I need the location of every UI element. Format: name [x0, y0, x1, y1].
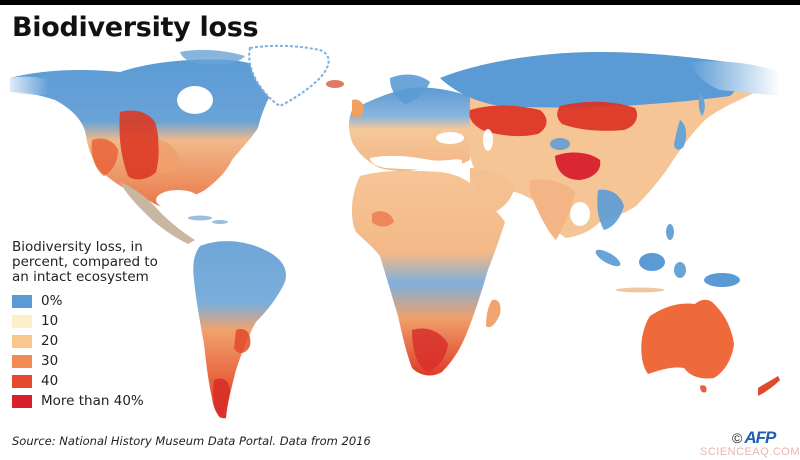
new-zealand	[758, 376, 780, 396]
watermark: SCIENCEAQ.COM	[700, 446, 800, 458]
legend-item: 40	[12, 371, 172, 391]
page-title: Biodiversity loss	[12, 12, 259, 43]
legend-item: 0%	[12, 291, 172, 311]
africa	[351, 170, 505, 376]
legend: Biodiversity loss, in percent, compared …	[12, 240, 172, 411]
afp-logo: AFP	[744, 428, 776, 447]
legend-label: More than 40%	[41, 393, 144, 409]
legend-label: 20	[41, 333, 59, 349]
south-america	[193, 241, 286, 419]
legend-label: 10	[41, 313, 59, 329]
legend-swatch	[12, 394, 32, 408]
copyright-icon: ©	[732, 430, 743, 446]
north-america	[10, 59, 278, 244]
legend-swatch	[12, 314, 32, 328]
legend-swatch	[12, 294, 32, 308]
legend-label: 40	[41, 373, 59, 389]
legend-title: Biodiversity loss, in percent, compared …	[12, 239, 158, 285]
legend-label: 0%	[41, 293, 63, 309]
legend-item: 20	[12, 331, 172, 351]
legend-items: 0% 10 20 30 40 More than 40%	[12, 291, 172, 411]
caribbean	[188, 215, 228, 224]
indonesia	[595, 224, 740, 293]
legend-item: 10	[12, 311, 172, 331]
legend-swatch	[12, 354, 32, 368]
legend-swatch	[12, 374, 32, 388]
europe	[349, 74, 470, 171]
legend-swatch	[12, 334, 32, 348]
greenland	[180, 44, 344, 108]
legend-label: 30	[41, 353, 59, 369]
legend-item: 30	[12, 351, 172, 371]
agency-credit: © AFP	[732, 428, 776, 448]
source-note: Source: National History Museum Data Por…	[12, 434, 371, 448]
top-bar	[0, 0, 800, 5]
world-map	[10, 44, 780, 419]
legend-item: More than 40%	[12, 391, 172, 411]
asia	[440, 52, 780, 240]
australia	[641, 299, 734, 393]
